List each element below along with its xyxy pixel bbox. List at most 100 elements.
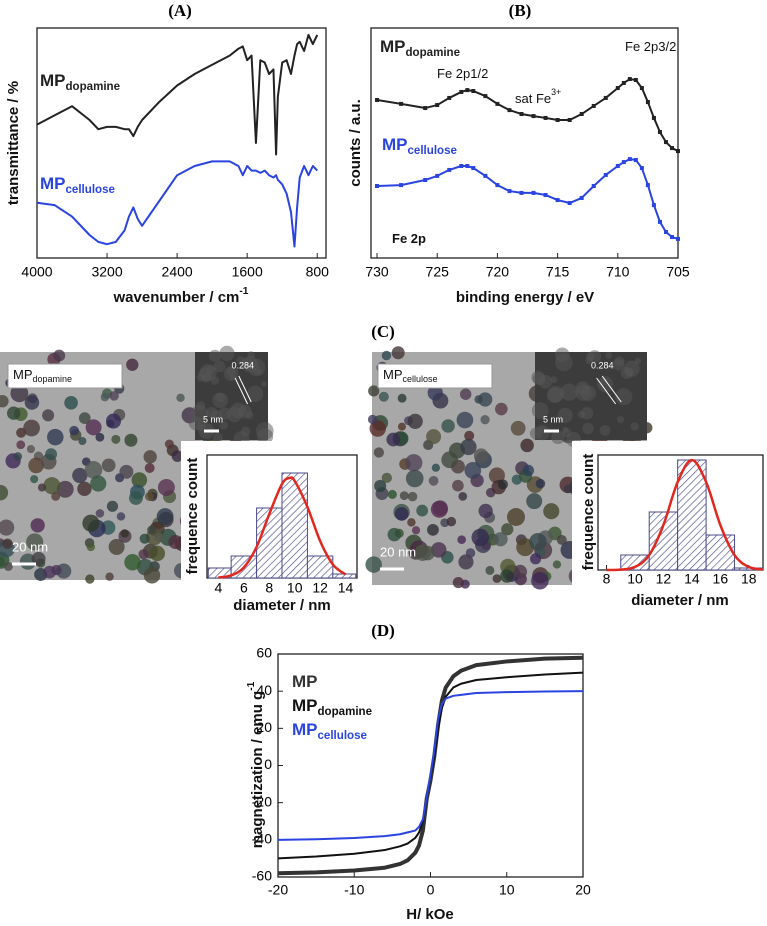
- data-point: [633, 77, 638, 82]
- data-point: [567, 118, 572, 122]
- data-point: [495, 101, 500, 106]
- legend-label-main: MP: [380, 37, 406, 56]
- legend-label: MPdopamine: [40, 71, 121, 93]
- nanoparticle: [164, 439, 174, 449]
- nanoparticle: [144, 463, 155, 473]
- nanoparticle: [26, 533, 44, 551]
- nanoparticle: [90, 475, 107, 492]
- annotation-main: Fe 2p1/2: [437, 66, 488, 81]
- nanoparticle: [460, 438, 477, 456]
- x-tick-label: 730: [365, 264, 389, 280]
- x-tick-label: 2400: [162, 264, 193, 280]
- inset-texture: [210, 409, 223, 422]
- nanoparticle: [397, 422, 406, 431]
- data-point: [579, 112, 584, 117]
- x-tick-label: 1600: [232, 264, 263, 280]
- series-line: [36, 33, 319, 156]
- annotation-main: Fe 2p: [392, 231, 426, 246]
- nanoparticle: [176, 393, 185, 403]
- nanoparticle: [446, 516, 457, 527]
- nanoparticle: [497, 479, 508, 490]
- axis-label: diameter / nm: [631, 592, 729, 609]
- inset-texture: [588, 350, 602, 364]
- data-point: [495, 183, 500, 188]
- data-point: [615, 164, 620, 168]
- nanoparticle: [478, 392, 493, 407]
- nanoparticle: [471, 528, 490, 547]
- nanoparticle: [427, 523, 439, 536]
- x-tick-label: 0: [427, 882, 435, 898]
- data-point: [483, 94, 488, 99]
- nanoparticle: [405, 454, 423, 472]
- fit-curve: [218, 476, 347, 579]
- data-point: [465, 164, 470, 168]
- inset-texture: [208, 349, 222, 362]
- nanoparticle: [506, 572, 515, 581]
- inset-texture: [532, 372, 546, 386]
- nanoparticle: [456, 411, 474, 429]
- nanoparticle: [30, 475, 39, 484]
- nanoparticle: [416, 504, 429, 517]
- nanoparticle: [492, 574, 502, 583]
- data-point: [471, 89, 476, 94]
- nanoparticle: [0, 484, 9, 501]
- sample-label-box: [377, 363, 493, 389]
- legend-label-sub: dopamine: [318, 706, 373, 718]
- data-point: [531, 114, 536, 119]
- data-point: [579, 195, 584, 200]
- nanoparticle: [430, 542, 447, 558]
- nanoparticle: [495, 402, 508, 416]
- histogram-bar: [256, 507, 283, 579]
- legend-label-main: MP: [292, 696, 318, 715]
- nanoparticle: [168, 535, 183, 550]
- nanoparticle: [530, 553, 542, 565]
- inset-texture: [605, 352, 613, 359]
- legend-label: MP: [292, 672, 318, 691]
- nanoparticle: [85, 419, 102, 436]
- nanoparticle: [452, 577, 464, 589]
- data-point: [657, 129, 662, 134]
- data-point: [676, 236, 680, 241]
- y-tick-label: -60: [252, 868, 272, 884]
- x-tick-label: 4: [215, 580, 223, 596]
- legend-label-main: MP: [292, 720, 318, 739]
- nanoparticle: [529, 532, 547, 551]
- nanoparticle: [106, 500, 119, 512]
- annotation-sup: 3+: [551, 87, 561, 97]
- inset-scale-label: 5 nm: [543, 414, 563, 424]
- inset-texture: [219, 420, 228, 430]
- nanoparticle: [426, 429, 442, 445]
- nanoparticle: [109, 391, 119, 401]
- x-tick-label: 720: [486, 264, 510, 280]
- inset-texture: [213, 360, 226, 373]
- nanoparticle: [493, 532, 508, 547]
- axis-label: counts / a.u.: [347, 99, 364, 187]
- axis-label-main: counts / a.u.: [347, 99, 364, 187]
- axis-label: wavenumber / cm-1: [113, 286, 249, 306]
- nanoparticle: [367, 414, 378, 425]
- x-tick-label: 16: [713, 571, 729, 587]
- nanoparticle: [144, 492, 154, 501]
- legend-label-sub: cellulose: [318, 730, 368, 742]
- x-tick-label: 705: [666, 264, 690, 280]
- nanoparticle: [452, 479, 464, 492]
- histogram-bar: [677, 459, 707, 571]
- axis-label: transmittance / %: [5, 81, 22, 205]
- inset-texture: [255, 422, 274, 440]
- nanoparticle: [464, 430, 475, 441]
- nanoparticle: [478, 503, 493, 519]
- nanoparticle: [473, 448, 489, 463]
- nanoparticle: [520, 438, 534, 453]
- legend-label-main: MP: [40, 71, 66, 90]
- data-point: [555, 118, 560, 122]
- x-tick-label: 710: [606, 264, 630, 280]
- data-point: [459, 89, 464, 94]
- inset-texture: [229, 373, 236, 381]
- nanoparticle: [64, 395, 78, 410]
- nanoparticle: [51, 491, 61, 501]
- inset-texture: [582, 422, 594, 435]
- inset-texture: [616, 416, 625, 424]
- annotation: Fe 2p1/2: [437, 66, 488, 81]
- nanoparticle: [391, 346, 405, 360]
- series-line: [376, 78, 679, 152]
